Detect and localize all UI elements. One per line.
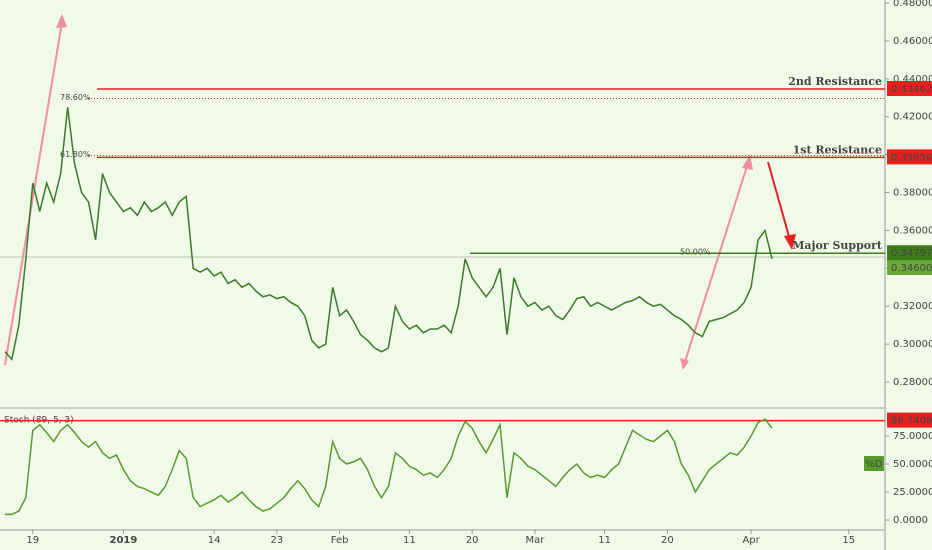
arrow-head bbox=[742, 155, 753, 170]
arrow bbox=[682, 162, 749, 369]
arrow bbox=[4, 21, 63, 366]
x-tick-label: 19 bbox=[26, 535, 39, 546]
x-tick-label: 20 bbox=[466, 535, 479, 546]
fib-label: 61.80% bbox=[60, 150, 91, 159]
level-label: 1st Resistance bbox=[793, 143, 882, 156]
y-tick-label: 25.0000 bbox=[893, 487, 932, 498]
x-tick-label: 11 bbox=[598, 535, 611, 546]
y-tick-label: 0.38000 bbox=[893, 188, 932, 199]
y-tick-label: 0.44000 bbox=[893, 74, 932, 85]
level-tag bbox=[887, 245, 932, 261]
stoch-level-tag-label: 88.7409 bbox=[891, 416, 932, 427]
level-tag-label: 0.34797 bbox=[891, 248, 932, 259]
arrow-head bbox=[680, 358, 689, 370]
fib-label: 50.00% bbox=[680, 248, 711, 257]
level-label: Major Support bbox=[792, 239, 883, 252]
arrow-head bbox=[784, 234, 796, 250]
x-tick-label: Apr bbox=[742, 535, 760, 546]
level-tag-label: 0.43462 bbox=[891, 84, 932, 95]
x-tick-label: 15 bbox=[842, 535, 855, 546]
y-tick-label: 0.28000 bbox=[893, 377, 932, 388]
x-tick-label: 20 bbox=[661, 535, 674, 546]
y-tick-label: 0.32000 bbox=[893, 301, 932, 312]
x-tick-label: 14 bbox=[208, 535, 221, 546]
y-tick-label: 0.46000 bbox=[893, 36, 932, 47]
red-arrow bbox=[767, 161, 796, 250]
y-tick-label: 0.30000 bbox=[893, 339, 932, 350]
price-line-series bbox=[4, 107, 773, 361]
price-tag bbox=[887, 259, 932, 275]
y-tick-label: 50.0000 bbox=[893, 459, 932, 470]
fib-label: 78.60% bbox=[60, 93, 91, 102]
level-label: 2nd Resistance bbox=[788, 75, 882, 88]
x-tick-label: 23 bbox=[271, 535, 284, 546]
arrows bbox=[4, 14, 753, 370]
level-tag bbox=[887, 81, 932, 97]
legend-tag bbox=[864, 456, 884, 471]
y-tick-label: 0.36000 bbox=[893, 225, 932, 236]
arrow-head bbox=[56, 14, 67, 28]
stoch-line bbox=[4, 418, 773, 516]
level-tag-label: 0.39856 bbox=[891, 152, 932, 163]
x-tick-label: Feb bbox=[331, 535, 349, 546]
arrow bbox=[767, 161, 791, 241]
legend-label: %D bbox=[865, 459, 883, 470]
x-tick-label: 11 bbox=[403, 535, 416, 546]
x-tick-label: Mar bbox=[525, 535, 545, 546]
price-tag-label: 0.34600 bbox=[891, 263, 932, 274]
stoch-level-tag bbox=[887, 412, 932, 428]
y-tick-label: 75.0000 bbox=[893, 431, 932, 442]
level-tag bbox=[887, 149, 932, 165]
x-tick-label: 2019 bbox=[110, 535, 138, 546]
y-tick-label: 0.42000 bbox=[893, 112, 932, 123]
y-tick-label: 0.0000 bbox=[893, 515, 928, 526]
y-tick-label: 0.48000 bbox=[893, 0, 932, 9]
